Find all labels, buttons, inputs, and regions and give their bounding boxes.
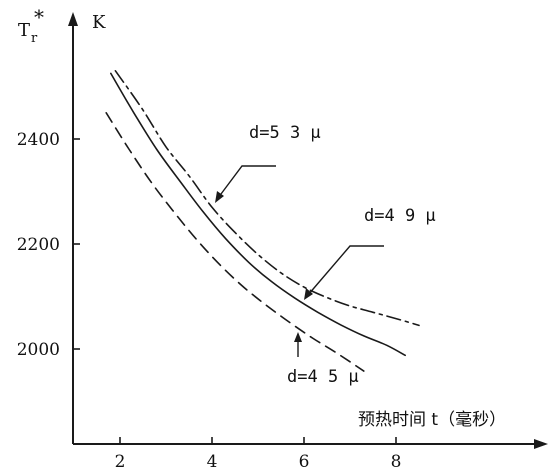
series-d49-line bbox=[110, 72, 406, 357]
y-axis-symbol: T bbox=[18, 20, 30, 41]
x-axis-arrow bbox=[534, 439, 548, 449]
y-axis-star: * bbox=[34, 5, 44, 29]
series-d53-line bbox=[114, 70, 420, 327]
leader-d49-arrowhead bbox=[304, 288, 313, 300]
label-d49: d=4 9 μ bbox=[304, 206, 436, 300]
leader-d45-arrowhead bbox=[294, 332, 302, 342]
label-d45: d=4 5 μ bbox=[287, 332, 359, 387]
y-axis-unit: K bbox=[92, 12, 106, 33]
label-d53: d=5 3 μ bbox=[215, 123, 321, 203]
y-axis-arrow bbox=[68, 12, 78, 26]
x-tick-label: 2 bbox=[115, 452, 126, 472]
axis-ticks: 2 4 6 8 2000 2200 2400 bbox=[17, 130, 402, 472]
curves bbox=[105, 70, 420, 372]
label-d49-text: d=4 9 μ bbox=[364, 206, 436, 226]
label-d53-text: d=5 3 μ bbox=[249, 123, 321, 143]
x-tick-label: 6 bbox=[299, 452, 310, 472]
x-axis-title: 预热时间 t（毫秒） bbox=[358, 410, 506, 430]
label-d45-text: d=4 5 μ bbox=[287, 367, 359, 387]
leader-d49 bbox=[307, 245, 384, 296]
leader-d53 bbox=[217, 165, 276, 199]
y-axis-subscript: r bbox=[31, 31, 38, 46]
series-d45-line bbox=[105, 112, 365, 372]
y-tick-label: 2000 bbox=[17, 340, 60, 360]
y-tick-label: 2400 bbox=[17, 130, 60, 150]
x-tick-label: 8 bbox=[391, 452, 402, 472]
leader-d53-arrowhead bbox=[215, 191, 224, 203]
y-tick-label: 2200 bbox=[17, 235, 60, 255]
x-tick-label: 4 bbox=[207, 452, 218, 472]
